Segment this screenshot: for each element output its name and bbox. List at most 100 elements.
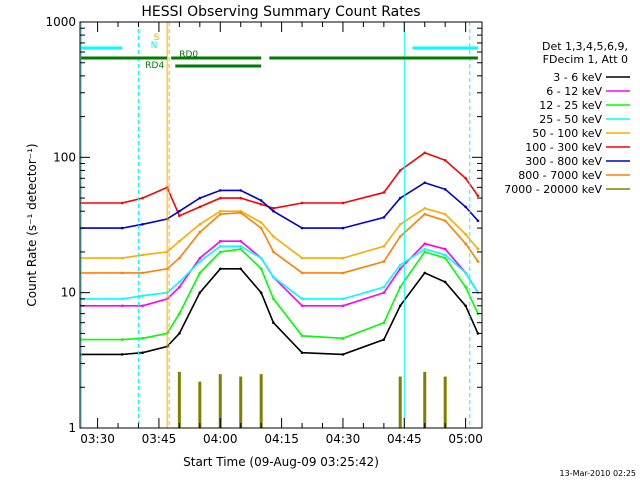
series-point-3-6-kev-9 (272, 321, 275, 324)
series-point-50-100-kev-5 (199, 223, 202, 226)
series-point-6-12-kev-14 (423, 242, 426, 245)
legend-header-0: Det 1,3,4,5,6,9, (542, 40, 628, 53)
series-point-300-800-kev-13 (399, 197, 402, 200)
series-point-25-50-kev-15 (444, 254, 447, 257)
series-point-300-800-kev-1 (121, 227, 124, 230)
series-point-100-300-kev-2 (141, 197, 144, 200)
flag-label-rd4: RD4 (145, 61, 164, 71)
series-point-12-25-kev-5 (199, 272, 202, 275)
series-point-50-100-kev-12 (383, 245, 386, 248)
series-point-12-25-kev-7 (239, 248, 242, 251)
series-point-3-6-kev-5 (199, 291, 202, 294)
series-point-300-800-kev-17 (477, 219, 480, 222)
series-point-100-300-kev-14 (423, 152, 426, 155)
series-point-100-300-kev-10 (301, 202, 304, 205)
series-point-25-50-kev-6 (219, 245, 222, 248)
series-point-300-800-kev-8 (260, 199, 263, 202)
series-point-6-12-kev-13 (399, 268, 402, 271)
series-point-3-6-kev-16 (464, 304, 467, 307)
x-tick-label-4: 04:30 (326, 432, 361, 446)
y-tick-label-1: 10 (61, 286, 76, 300)
series-point-25-50-kev-11 (342, 298, 345, 301)
series-point-25-50-kev-14 (423, 248, 426, 251)
series-point-800-7000-kev-11 (342, 272, 345, 275)
series-point-50-100-kev-14 (423, 207, 426, 210)
legend-label-800-7000-kev: 800 - 7000 keV (518, 169, 602, 182)
x-tick-label-6: 05:00 (448, 432, 483, 446)
timestamp: 13-Mar-2010 02:25 (560, 469, 637, 478)
series-point-25-50-kev-13 (399, 264, 402, 267)
series-point-6-12-kev-10 (301, 304, 304, 307)
series-group (80, 152, 479, 428)
series-point-100-300-kev-4 (178, 214, 181, 217)
legend-header-1: FDecim 1, Att 0 (543, 53, 628, 66)
series-point-800-7000-kev-17 (477, 260, 480, 263)
series-point-800-7000-kev-5 (199, 231, 202, 234)
series-point-300-800-kev-9 (272, 210, 275, 213)
series-point-3-6-kev-6 (219, 268, 222, 271)
series-point-12-25-kev-8 (260, 268, 263, 271)
x-axis-label: Start Time (09-Aug-09 03:25:42) (183, 455, 379, 469)
series-point-12-25-kev-15 (444, 257, 447, 260)
series-point-25-50-kev-10 (301, 298, 304, 301)
series-point-100-300-kev-5 (199, 206, 202, 209)
series-point-100-300-kev-17 (477, 194, 480, 197)
series-point-300-800-kev-2 (141, 223, 144, 226)
series-point-6-12-kev-15 (444, 248, 447, 251)
series-point-12-25-kev-4 (178, 312, 181, 315)
x-tick-label-1: 03:45 (142, 432, 177, 446)
series-point-3-6-kev-1 (121, 353, 124, 356)
series-point-50-100-kev-16 (464, 233, 467, 236)
y-axis-label: Count Rate (s⁻¹ detector⁻¹) (25, 143, 39, 306)
y-tick-label-0: 1 (68, 421, 76, 435)
legend-label-3-6-kev: 3 - 6 keV (553, 71, 602, 84)
series-point-50-100-kev-10 (301, 257, 304, 260)
series-point-100-300-kev-7 (239, 197, 242, 200)
series-point-50-100-kev-1 (121, 257, 124, 260)
series-line-12-25-kev (81, 249, 478, 340)
series-point-300-800-kev-16 (464, 206, 467, 209)
x-tick-label-0: 03:30 (80, 432, 115, 446)
series-point-50-100-kev-9 (272, 235, 275, 238)
series-point-25-50-kev-9 (272, 276, 275, 279)
series-point-12-25-kev-16 (464, 286, 467, 289)
series-point-50-100-kev-8 (260, 221, 263, 224)
series-point-6-12-kev-11 (342, 304, 345, 307)
y-tick-label-2: 100 (53, 150, 76, 164)
series-point-3-6-kev-4 (178, 332, 181, 335)
series-point-300-800-kev-6 (219, 189, 222, 192)
series-point-3-6-kev-7 (239, 268, 242, 271)
series-point-3-6-kev-10 (301, 351, 304, 354)
series-point-800-7000-kev-14 (423, 213, 426, 216)
series-point-800-7000-kev-1 (121, 272, 124, 275)
series-point-25-50-kev-1 (121, 298, 124, 301)
series-point-6-12-kev-7 (239, 240, 242, 243)
series-point-12-25-kev-10 (301, 335, 304, 338)
series-point-25-50-kev-7 (239, 245, 242, 248)
series-point-6-12-kev-2 (141, 304, 144, 307)
series-point-25-50-kev-2 (141, 294, 144, 297)
series-point-3-6-kev-12 (383, 338, 386, 341)
flag-bars-group: RD0 RD4 SN (81, 33, 478, 71)
series-point-100-300-kev-16 (464, 177, 467, 180)
series-point-25-50-kev-12 (383, 286, 386, 289)
series-point-25-50-kev-8 (260, 257, 263, 260)
series-point-3-6-kev-11 (342, 353, 345, 356)
series-point-6-12-kev-6 (219, 240, 222, 243)
series-point-100-300-kev-13 (399, 169, 402, 172)
series-point-300-800-kev-10 (301, 227, 304, 230)
series-point-100-300-kev-8 (260, 203, 263, 206)
series-point-50-100-kev-4 (178, 240, 181, 243)
series-point-50-100-kev-15 (444, 213, 447, 216)
series-point-12-25-kev-2 (141, 337, 144, 340)
series-point-6-12-kev-12 (383, 291, 386, 294)
y-tick-label-3: 1000 (45, 15, 76, 29)
series-point-50-100-kev-11 (342, 257, 345, 260)
flag-label-rd0: RD0 (179, 50, 198, 60)
series-point-800-7000-kev-13 (399, 235, 402, 238)
axes-group: 110100100003:30 03:45 04:00 04:15 04:30 04:45… (45, 15, 482, 446)
series-point-50-100-kev-17 (477, 248, 480, 251)
x-tick-label-5: 04:45 (387, 432, 422, 446)
